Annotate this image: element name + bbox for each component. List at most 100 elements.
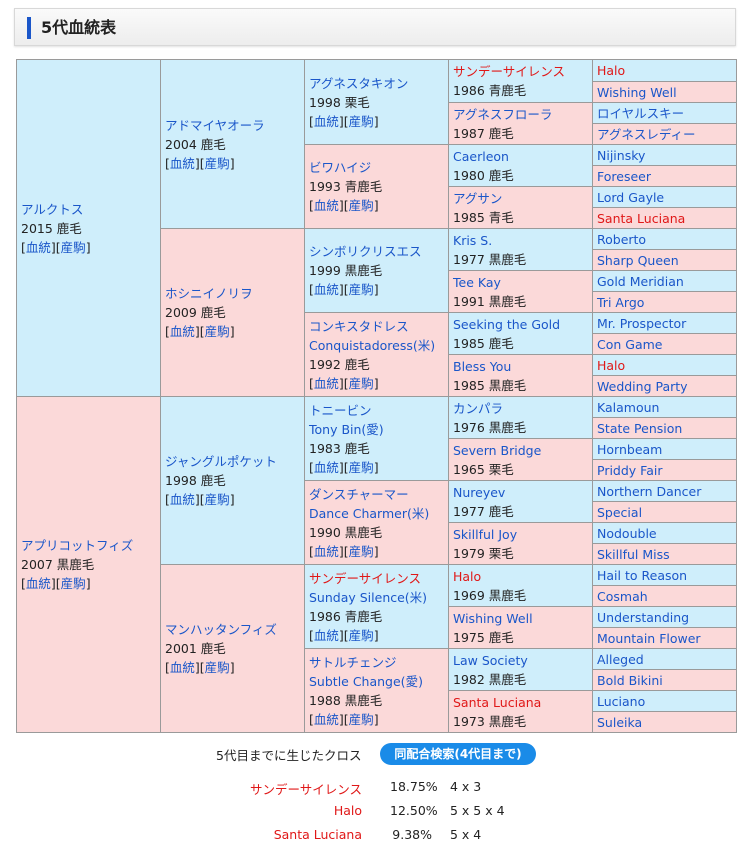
gen2-horse-name[interactable]: ジャングルポケット (165, 454, 277, 469)
gen5-horse-name[interactable]: ロイヤルスキー (597, 105, 685, 121)
gen3-horse-altname[interactable]: Sunday Silence(米) (309, 589, 428, 605)
gen1-sanku-link[interactable]: 産駒 (60, 576, 86, 591)
gen2-horse-name[interactable]: ホシニイノリヲ (165, 286, 253, 301)
gen5-horse-name[interactable]: Mr. Prospector (597, 315, 687, 331)
gen3-sanku-link[interactable]: 産駒 (348, 282, 374, 297)
gen2-ketto-link[interactable]: 血統 (169, 324, 195, 339)
gen2-horse-name[interactable]: マンハッタンフィズ (165, 622, 277, 637)
gen5-horse-name[interactable]: Gold Meridian (597, 273, 684, 289)
gen3-ketto-link[interactable]: 血統 (313, 375, 339, 391)
gen3-sanku-link[interactable]: 産駒 (348, 198, 374, 213)
gen4-horse-name[interactable]: Skillful Joy (453, 526, 518, 542)
gen3-sanku-link[interactable]: 産駒 (348, 459, 374, 475)
gen5-horse-name[interactable]: Suleika (597, 714, 643, 730)
gen5-horse-name[interactable]: Nodouble (597, 525, 657, 541)
gen4-horse-name[interactable]: Kris S. (453, 232, 493, 248)
gen3-horse-name[interactable]: ダンスチャーマー (309, 486, 409, 502)
gen2-sanku-link[interactable]: 産駒 (204, 324, 230, 339)
gen1-ketto-link[interactable]: 血統 (25, 576, 51, 591)
gen3-horse-name[interactable]: サンデーサイレンス (309, 570, 422, 586)
gen3-sanku-link[interactable]: 産駒 (348, 375, 374, 391)
gen3-sanku-link[interactable]: 産駒 (348, 711, 374, 727)
gen5-horse-name[interactable]: Sharp Queen (597, 252, 679, 268)
gen3-horse-name[interactable]: アグネスタキオン (309, 75, 409, 91)
gen4-horse-name[interactable]: Nureyev (453, 484, 506, 500)
gen3-sanku-link[interactable]: 産駒 (348, 627, 374, 643)
gen4-horse-name[interactable]: Severn Bridge (453, 442, 542, 458)
gen2-ketto-link[interactable]: 血統 (169, 492, 195, 507)
gen5-horse-name[interactable]: Cosmah (597, 588, 648, 604)
gen3-horse-name[interactable]: ビワハイジ (309, 160, 372, 175)
gen5-horse-name[interactable]: Santa Luciana (597, 210, 686, 226)
gen5-horse-name[interactable]: Alleged (597, 651, 644, 667)
gen4-horse-name[interactable]: アグネスフローラ (453, 106, 553, 122)
gen5-horse-name[interactable]: Hornbeam (597, 441, 663, 457)
gen5-horse-name[interactable]: Con Game (597, 336, 663, 352)
gen5-horse-name[interactable]: Northern Dancer (597, 483, 702, 499)
gen5-horse-name[interactable]: アグネスレディー (597, 126, 696, 142)
gen5-horse-name[interactable]: Mountain Flower (597, 630, 701, 646)
gen4-horse-name[interactable]: Wishing Well (453, 610, 533, 626)
gen3-ketto-link[interactable]: 血統 (313, 198, 339, 213)
gen4-horse-name[interactable]: Law Society (453, 652, 528, 668)
gen5-horse-name[interactable]: Foreseer (597, 168, 651, 184)
gen1-horse-name[interactable]: アルクトス (21, 201, 84, 217)
gen4-horse-name[interactable]: Seeking the Gold (453, 316, 561, 332)
gen3-horse-altname[interactable]: Dance Charmer(米) (309, 505, 430, 521)
gen4-horse-name[interactable]: Santa Luciana (453, 694, 542, 710)
gen5-horse-name[interactable]: Tri Argo (597, 294, 645, 310)
gen3-horse-altname[interactable]: Conquistadoress(米) (309, 337, 436, 353)
gen5-horse-name[interactable]: Skillful Miss (597, 546, 670, 562)
gen5-horse-name[interactable]: Special (597, 504, 643, 520)
gen2-sanku-link[interactable]: 産駒 (204, 492, 230, 507)
gen5-horse-name[interactable]: Nijinsky (597, 147, 646, 163)
gen4-horse-name[interactable]: Halo (453, 568, 482, 584)
gen3-horse-altname[interactable]: Subtle Change(愛) (309, 673, 423, 689)
gen4-cell: Halo 1969 黒鹿毛 (448, 564, 593, 607)
gen5-horse-name[interactable]: Halo (597, 357, 626, 373)
pedigree-table: アルクトス 2015 鹿毛 [血統][産駒] アドマイヤオーラ 2004 鹿毛 [血統][… (16, 59, 737, 733)
gen2-ketto-link[interactable]: 血統 (169, 155, 195, 171)
gen4-horse-name[interactable]: カンパラ (453, 400, 504, 416)
gen3-ketto-link[interactable]: 血統 (313, 627, 339, 643)
gen5-horse-name[interactable]: Lord Gayle (597, 189, 665, 205)
gen3-ketto-link[interactable]: 血統 (313, 282, 339, 297)
gen5-horse-name[interactable]: Halo (597, 63, 626, 78)
gen2-sanku-link[interactable]: 産駒 (204, 660, 230, 675)
gen4-horse-name[interactable]: アグサン (453, 190, 503, 206)
gen3-ketto-link[interactable]: 血統 (313, 711, 339, 727)
gen2-sanku-link[interactable]: 産駒 (204, 155, 230, 171)
gen5-horse-name[interactable]: Roberto (597, 231, 647, 247)
gen1-sanku-link[interactable]: 産駒 (60, 239, 86, 255)
gen5-horse-name[interactable]: Bold Bikini (597, 672, 663, 688)
gen3-horse-name[interactable]: トニービン (309, 402, 372, 418)
gen5-horse-name[interactable]: Understanding (597, 609, 690, 625)
gen5-horse-name[interactable]: Priddy Fair (597, 462, 663, 478)
gen3-sanku-link[interactable]: 産駒 (348, 113, 374, 129)
gen3-horse-altname[interactable]: Tony Bin(愛) (309, 421, 384, 437)
gen2-horse-name[interactable]: アドマイヤオーラ (165, 117, 265, 133)
gen5-horse-name[interactable]: Kalamoun (597, 399, 660, 415)
gen5-horse-name[interactable]: Wedding Party (597, 378, 688, 394)
gen2-ketto-link[interactable]: 血統 (169, 660, 195, 675)
same-breeding-search-button[interactable]: 同配合検索(4代目まで) (380, 743, 536, 765)
gen3-ketto-link[interactable]: 血統 (313, 543, 339, 559)
gen3-ketto-link[interactable]: 血統 (313, 459, 339, 475)
gen5-horse-name[interactable]: State Pension (597, 420, 683, 436)
gen4-horse-name[interactable]: サンデーサイレンス (453, 64, 566, 79)
gen5-horse-name[interactable]: Luciano (597, 693, 646, 709)
gen3-cell: サンデーサイレンス Sunday Silence(米) 1986 青鹿毛 [血統][産… (304, 564, 449, 649)
gen4-horse-info: 1985 黒鹿毛 (453, 377, 527, 393)
gen4-horse-name[interactable]: Caerleon (453, 148, 509, 164)
gen4-horse-name[interactable]: Tee Kay (453, 274, 501, 290)
gen4-horse-name[interactable]: Bless You (453, 358, 512, 374)
gen5-horse-name[interactable]: Hail to Reason (597, 567, 688, 583)
gen1-ketto-link[interactable]: 血統 (25, 239, 51, 255)
gen3-horse-name[interactable]: コンキスタドレス (309, 318, 409, 334)
gen3-horse-name[interactable]: サトルチェンジ (309, 654, 397, 670)
gen3-horse-name[interactable]: シンボリクリスエス (309, 244, 422, 259)
gen3-sanku-link[interactable]: 産駒 (348, 543, 374, 559)
gen5-horse-name[interactable]: Wishing Well (597, 84, 677, 100)
gen1-horse-name[interactable]: アプリコットフィズ (21, 538, 134, 553)
gen3-ketto-link[interactable]: 血統 (313, 113, 339, 129)
